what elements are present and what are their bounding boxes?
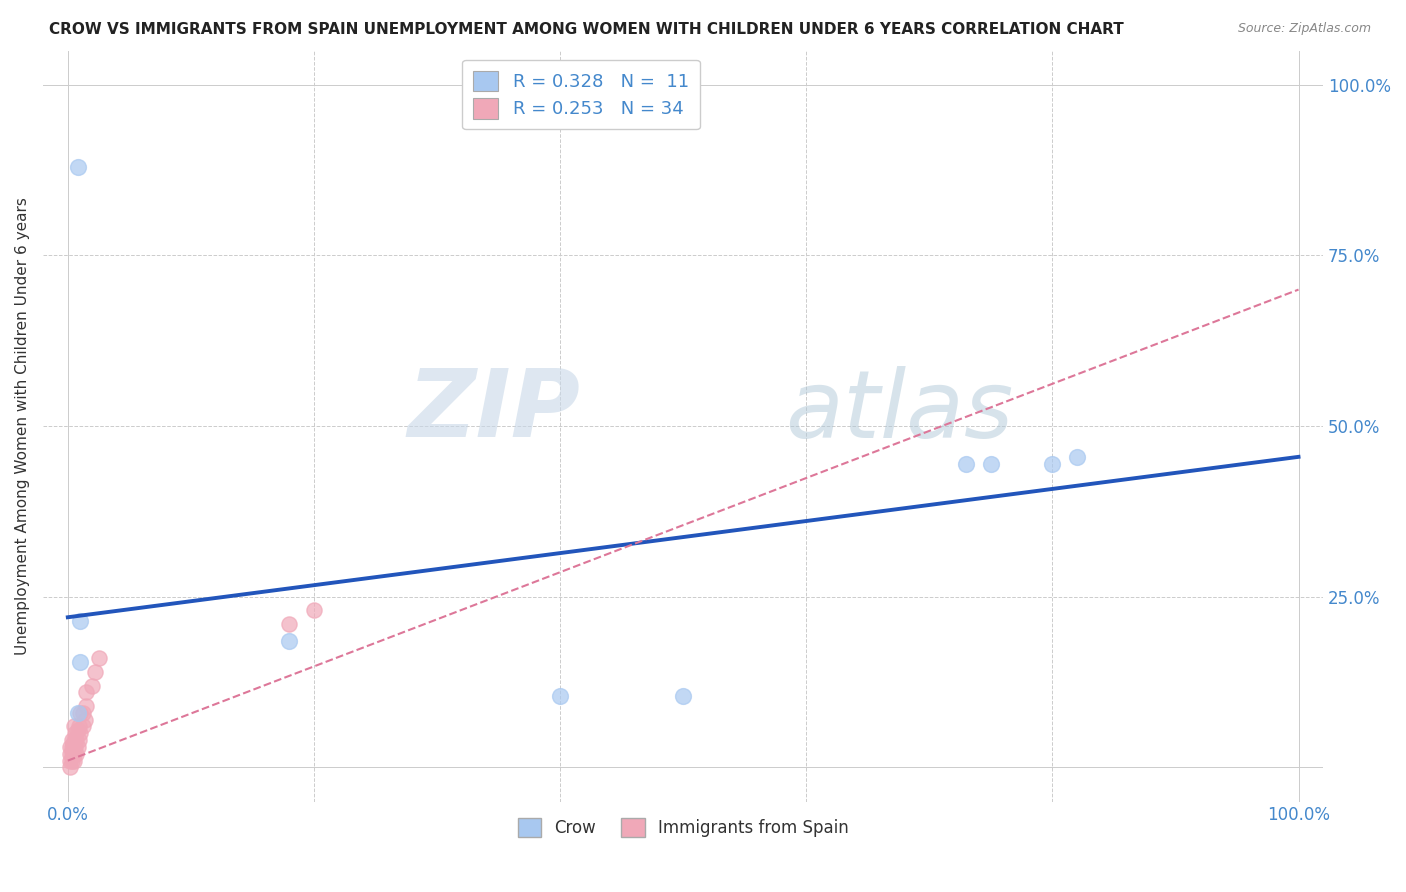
Point	[66, 723, 89, 737]
Legend: Crow, Immigrants from Spain: Crow, Immigrants from Spain	[509, 810, 856, 846]
Point	[1066, 450, 1088, 464]
Text: Source: ZipAtlas.com: Source: ZipAtlas.com	[1237, 22, 1371, 36]
Point	[60, 747, 83, 761]
Point	[72, 706, 94, 720]
Point	[69, 726, 91, 740]
Point	[83, 665, 105, 679]
Point	[62, 737, 84, 751]
Point	[82, 679, 104, 693]
Point	[66, 160, 89, 174]
Point	[67, 733, 90, 747]
Point	[60, 754, 83, 768]
Point	[69, 614, 91, 628]
Point	[72, 719, 94, 733]
Point	[65, 747, 87, 761]
Point	[65, 733, 87, 747]
Point	[955, 457, 977, 471]
Point	[63, 739, 86, 754]
Point	[73, 713, 96, 727]
Point	[75, 685, 97, 699]
Point	[62, 747, 84, 761]
Point	[69, 706, 91, 720]
Point	[278, 634, 301, 648]
Point	[63, 726, 86, 740]
Text: CROW VS IMMIGRANTS FROM SPAIN UNEMPLOYMENT AMONG WOMEN WITH CHILDREN UNDER 6 YEA: CROW VS IMMIGRANTS FROM SPAIN UNEMPLOYME…	[49, 22, 1123, 37]
Point	[59, 739, 82, 754]
Point	[69, 655, 91, 669]
Text: ZIP: ZIP	[408, 365, 581, 457]
Point	[87, 651, 110, 665]
Point	[278, 617, 301, 632]
Point	[63, 747, 86, 761]
Point	[980, 457, 1002, 471]
Y-axis label: Unemployment Among Women with Children Under 6 years: Unemployment Among Women with Children U…	[15, 197, 30, 655]
Point	[302, 603, 325, 617]
Point	[1040, 457, 1063, 471]
Point	[63, 719, 86, 733]
Point	[59, 747, 82, 761]
Point	[63, 733, 86, 747]
Text: atlas: atlas	[786, 366, 1014, 457]
Point	[67, 719, 90, 733]
Point	[66, 706, 89, 720]
Point	[60, 733, 83, 747]
Point	[672, 689, 695, 703]
Point	[59, 754, 82, 768]
Point	[75, 698, 97, 713]
Point	[63, 754, 86, 768]
Point	[548, 689, 571, 703]
Point	[60, 739, 83, 754]
Point	[66, 739, 89, 754]
Point	[59, 760, 82, 774]
